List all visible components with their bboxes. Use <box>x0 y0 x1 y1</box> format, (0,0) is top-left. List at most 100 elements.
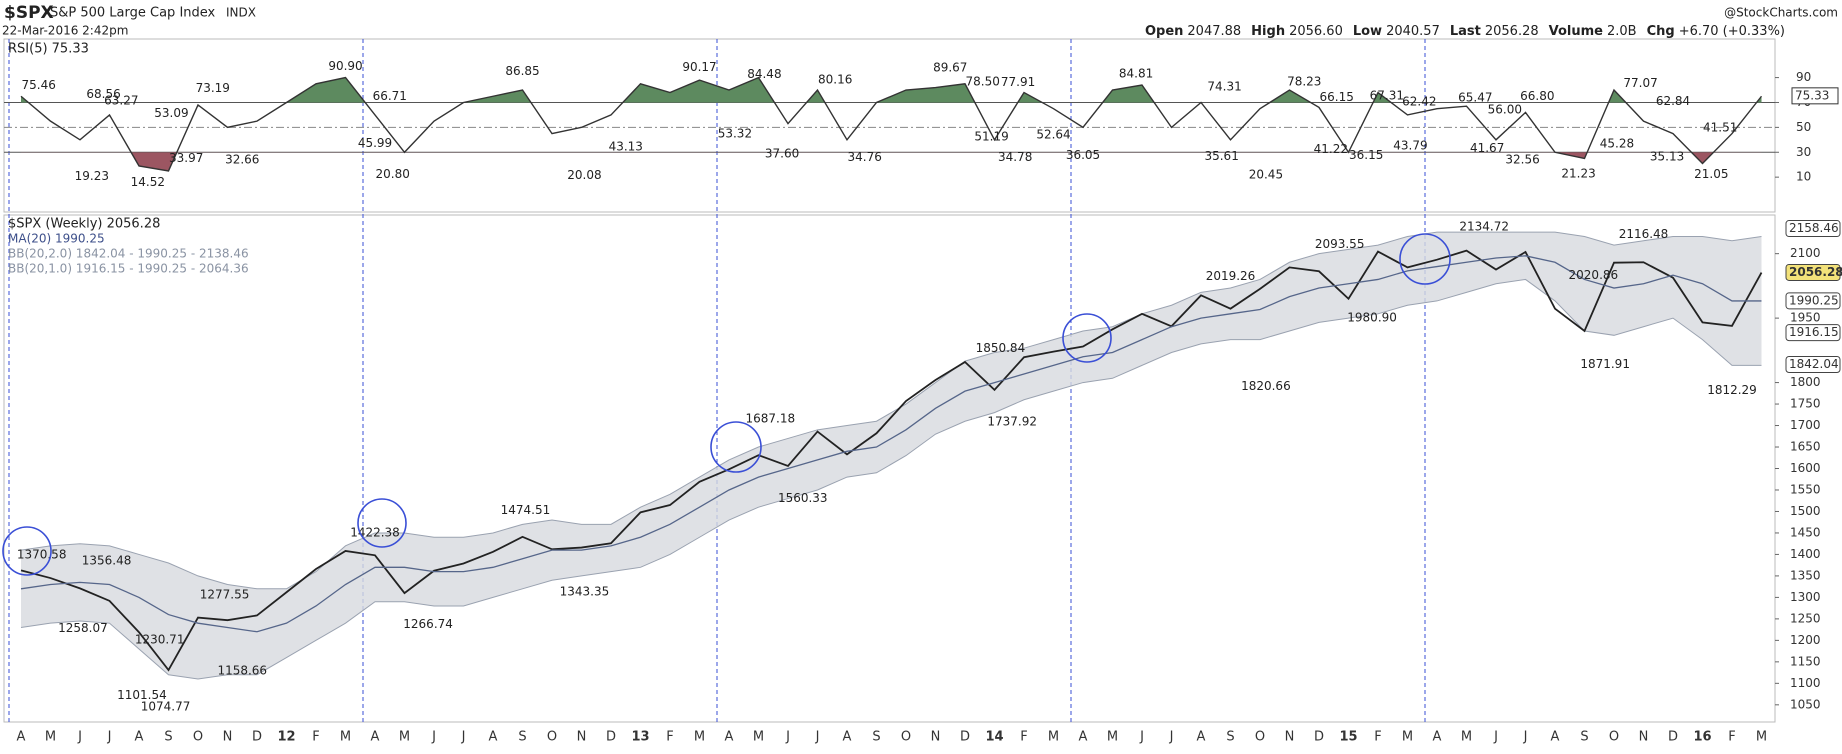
x-tick-label: A <box>1079 730 1088 745</box>
rsi-trough-label: 35.61 <box>1204 149 1238 163</box>
x-tick-label: D <box>960 730 970 745</box>
price-marker-label: 2158.46 <box>1789 221 1839 235</box>
rsi-peak-label: 66.15 <box>1320 90 1354 104</box>
x-tick-label: M <box>753 730 764 745</box>
rsi-peak-label: 90.17 <box>682 60 716 74</box>
y-tick-label: 1750 <box>1790 397 1821 411</box>
quote-label: High <box>1251 24 1285 39</box>
price-peak-label: 1687.18 <box>745 412 795 426</box>
quote-label: Volume <box>1549 24 1604 39</box>
rsi-peak-label: 80.16 <box>818 72 852 86</box>
price-trough-label: 1980.90 <box>1347 310 1397 324</box>
y-tick-label: 1250 <box>1790 611 1821 625</box>
ma-legend: MA(20) 1990.25 <box>8 232 105 246</box>
y-tick-label: 1950 <box>1790 311 1821 325</box>
index-name: S&P 500 Large Cap Index <box>50 6 216 21</box>
x-tick-label: M <box>399 730 410 745</box>
x-tick-label: D <box>1668 730 1678 745</box>
rsi-trough-label: 20.08 <box>567 168 601 182</box>
rsi-trough-label: 21.05 <box>1694 167 1728 181</box>
quote-label: Last <box>1450 24 1481 39</box>
circle <box>1399 233 1451 285</box>
rsi-peak-label: 62.84 <box>1656 94 1690 108</box>
price-trough-label: 1158.66 <box>217 664 267 678</box>
rsi-peak-label: 78.23 <box>1287 75 1321 89</box>
price-peak-label: 2019.26 <box>1206 269 1256 283</box>
x-tick-label: S <box>1580 730 1588 745</box>
y-tick-label: 1650 <box>1790 440 1821 454</box>
bb-lower <box>20 278 1762 680</box>
rsi-peak-label: 89.67 <box>933 60 967 74</box>
rsi-peak-label: 41.51 <box>1703 120 1737 134</box>
x-tick-label: N <box>223 730 233 745</box>
rsi-peak-label: 75.46 <box>22 78 56 92</box>
x-tick-label: S <box>872 730 880 745</box>
price-trough-label: 1258.07 <box>58 621 108 635</box>
price-marker-box <box>1785 263 1841 281</box>
x-tick-label: J <box>1493 730 1498 745</box>
y-tick-label: 1800 <box>1790 375 1821 389</box>
x-tick-label: A <box>17 730 26 745</box>
y-tick-label: 2100 <box>1790 246 1821 260</box>
rsi-trough-label: 37.60 <box>765 146 799 160</box>
rsi-trough-label: 33.97 <box>169 151 203 165</box>
rsi-peak-label: 66.71 <box>373 89 407 103</box>
price-marker-label: 1916.15 <box>1789 325 1839 339</box>
price-marker-label: 1990.25 <box>1789 293 1839 307</box>
y-tick-label: 1200 <box>1790 633 1821 647</box>
price-peak-label: 1277.55 <box>200 588 250 602</box>
y-tick-label: 1500 <box>1790 504 1821 518</box>
x-tick-label: N <box>1285 730 1295 745</box>
x-tick-label: M <box>1461 730 1472 745</box>
x-tick-label: A <box>135 730 144 745</box>
price-peak-label: 1356.48 <box>82 554 132 568</box>
quote: Open 2047.88 High 2056.60 Low 2040.57 Last 2056… <box>1145 24 1785 39</box>
rsi-peak-label: 77.07 <box>1623 76 1657 90</box>
rsi-peak-label: 86.85 <box>505 64 539 78</box>
rsi-trough-label: 34.78 <box>998 150 1032 164</box>
rsi-trough-label: 45.99 <box>358 136 392 150</box>
quote-label: Chg <box>1647 24 1675 39</box>
source: @StockCharts.com <box>1724 6 1838 20</box>
bollinger-band <box>21 232 1762 680</box>
price-trough-label: 1737.92 <box>987 415 1037 429</box>
y-tick-label: 1100 <box>1790 676 1821 690</box>
x-tick-label: J <box>461 730 466 745</box>
price-marker-box <box>1785 292 1841 310</box>
rsi-line <box>20 76 1763 172</box>
rsi-peak-label: 68.56 <box>86 87 120 101</box>
quote-value: 2056.28 <box>1485 24 1539 39</box>
price-marker-label: 2056.28 <box>1789 265 1842 279</box>
rsi-peak-label: 53.09 <box>154 106 188 120</box>
x-tick-label: F <box>1020 730 1027 745</box>
rsi-panel <box>3 38 1776 213</box>
rsi-peak-label: 67.31 <box>1370 88 1404 102</box>
x-tick-label: J <box>77 730 82 745</box>
price-trough-label: 1343.35 <box>560 584 610 598</box>
rsi-trough-label: 35.13 <box>1650 149 1684 163</box>
y-tick-label: 30 <box>1796 145 1811 159</box>
price-trough-label: 1074.77 <box>141 700 191 714</box>
rsi-trough-label: 43.13 <box>609 139 643 153</box>
price-peak-label: 1850.84 <box>976 341 1026 355</box>
x-tick-label: S <box>1226 730 1234 745</box>
quote-label: Low <box>1353 24 1382 39</box>
y-tick-label: 10 <box>1796 170 1811 184</box>
rsi-trough-label: 45.28 <box>1600 137 1634 151</box>
rsi-trough-label: 20.45 <box>1249 168 1283 182</box>
x-tick-label: J <box>431 730 436 745</box>
x-tick-label: J <box>1169 730 1174 745</box>
rsi-trough-label: 52.64 <box>1036 128 1070 142</box>
price-legend: $SPX (Weekly) 2056.28 <box>8 217 160 232</box>
quote-value: +6.70 (+0.33%) <box>1679 24 1785 39</box>
y-tick-label: 1450 <box>1790 525 1821 539</box>
x-tick-label: A <box>843 730 852 745</box>
y-tick-label: 1550 <box>1790 482 1821 496</box>
x-tick-label: S <box>518 730 526 745</box>
quote-label: Open <box>1145 24 1183 39</box>
quote-value: 2056.60 <box>1289 24 1343 39</box>
rsi-peak-label: 73.19 <box>196 81 230 95</box>
timestamp: 22-Mar-2016 2:42pm <box>2 24 128 38</box>
x-tick-label: A <box>1551 730 1560 745</box>
x-tick-label: D <box>606 730 616 745</box>
